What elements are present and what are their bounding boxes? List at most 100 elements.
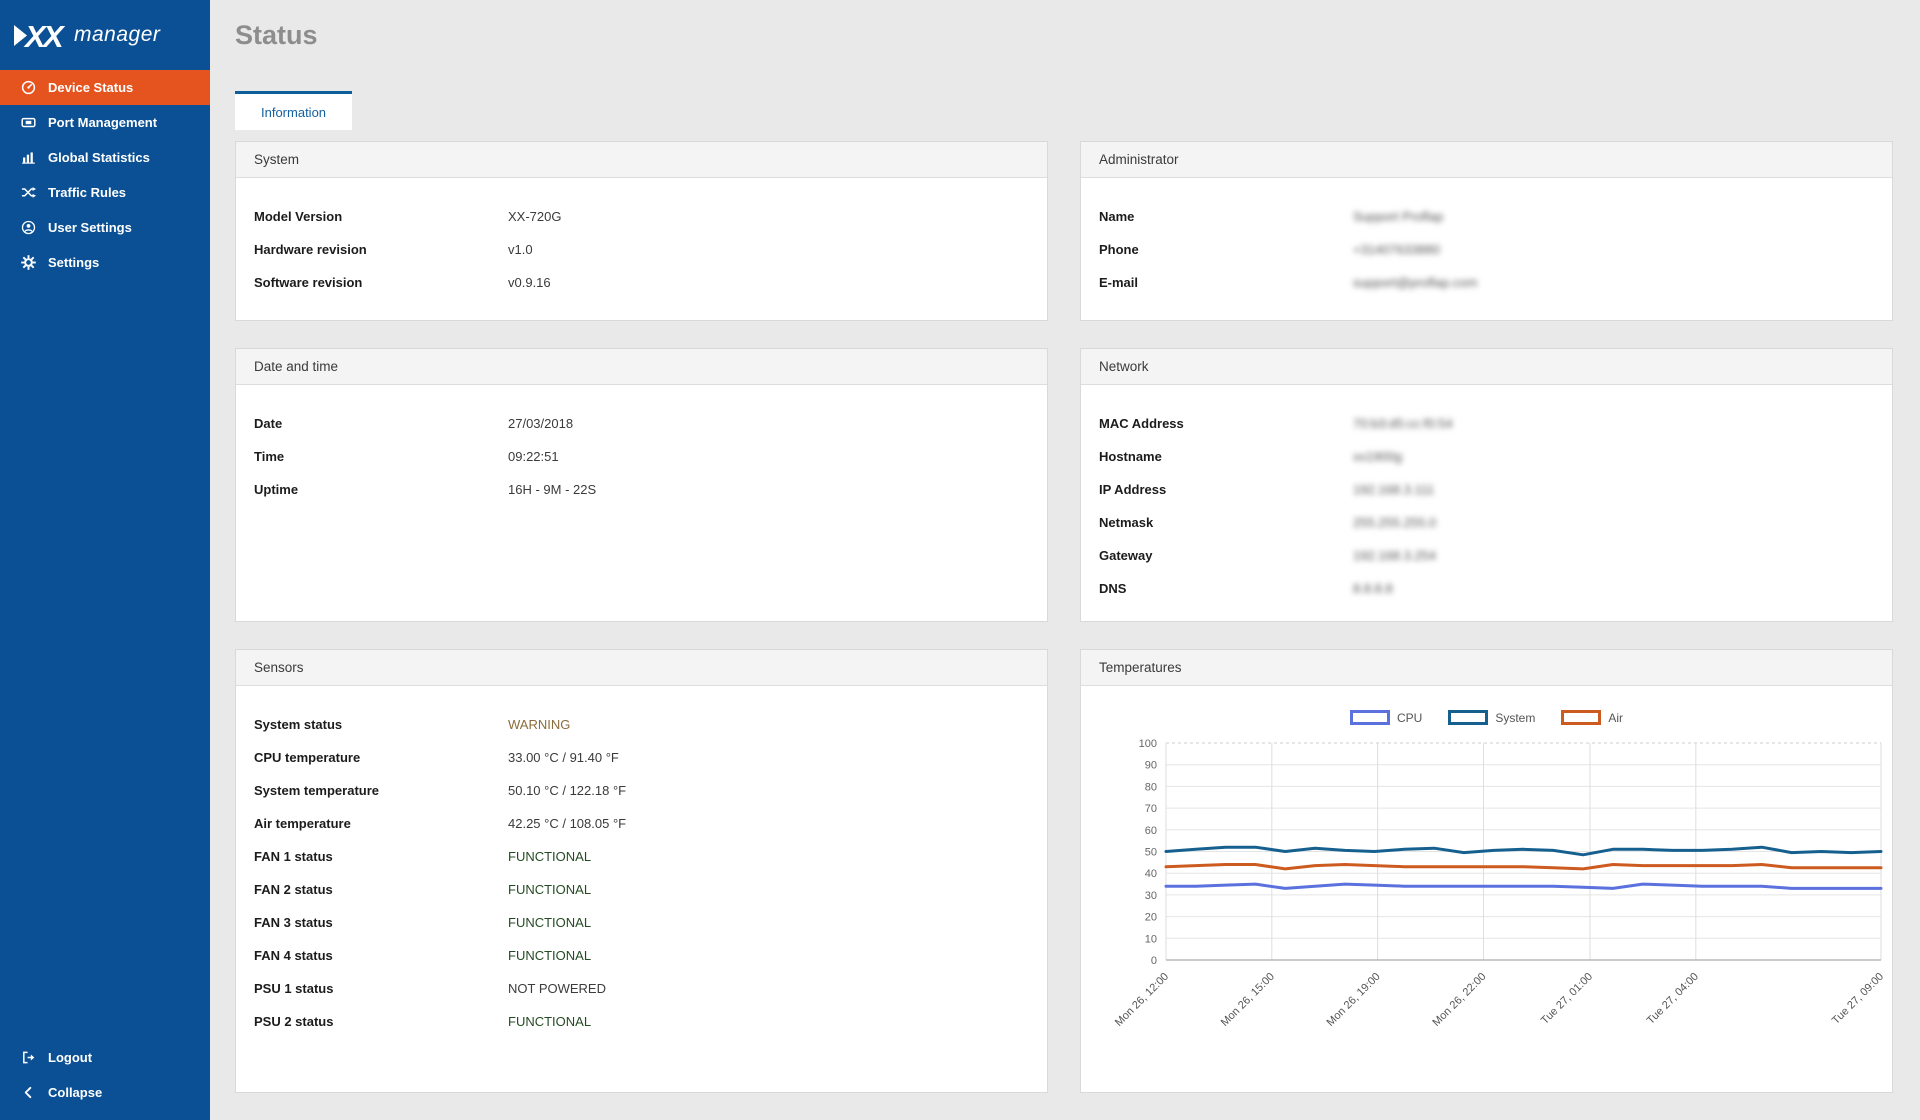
user-icon xyxy=(20,220,36,236)
sidebar-item-traffic-rules[interactable]: Traffic Rules xyxy=(0,175,210,210)
panel-system: System Model Version XX-720G Hardware revis… xyxy=(235,141,1048,321)
info-row: Netmask 255.255.255.0 xyxy=(1081,506,1892,539)
sidebar-footer-logout[interactable]: Logout xyxy=(0,1040,210,1075)
panel-title: Date and time xyxy=(236,349,1047,385)
sidebar-item-label: User Settings xyxy=(48,220,132,235)
info-label: Netmask xyxy=(1099,515,1154,530)
info-value: NOT POWERED xyxy=(508,981,606,996)
chevron-left-icon xyxy=(20,1085,36,1101)
info-row: MAC Address 70:b3:d5:cc:f0:54 xyxy=(1081,407,1892,440)
info-label: DNS xyxy=(1099,581,1127,596)
info-label: Hostname xyxy=(1099,449,1162,464)
temperature-chart-svg: 0 10 20 30 40 50 60 70 80 90 100 Mon 26, 12:00 Mon 2… xyxy=(1113,738,1886,1029)
legend-label: Air xyxy=(1608,710,1624,725)
sidebar-item-global-statistics[interactable]: Global Statistics xyxy=(0,140,210,175)
info-label: Date xyxy=(254,416,283,431)
panel-body: CPU System Air 0 10 20 30 40 50 60 70 80 90 100 Mon 26… xyxy=(1081,710,1892,1035)
sidebar-item-label: Traffic Rules xyxy=(48,185,127,200)
legend-item-cpu[interactable]: CPU xyxy=(1349,710,1422,725)
chart-legend: CPU System Air xyxy=(1081,710,1892,725)
svg-text:10: 10 xyxy=(1145,933,1157,945)
info-row: FAN 3 status FUNCTIONAL xyxy=(236,906,1047,939)
legend-label: System xyxy=(1495,710,1536,725)
panel-date-and-time: Date and time Date 27/03/2018 Time 09:22:51 U… xyxy=(235,348,1048,622)
info-row: PSU 2 status FUNCTIONAL xyxy=(236,1005,1047,1038)
info-row: FAN 4 status FUNCTIONAL xyxy=(236,939,1047,972)
info-value: FUNCTIONAL xyxy=(508,882,592,897)
info-value: 33.00 °C / 91.40 °F xyxy=(508,750,619,765)
sidebar-footer-collapse[interactable]: Collapse xyxy=(0,1075,210,1110)
legend-swatch-cpu xyxy=(1349,710,1390,725)
sidebar-item-label: Logout xyxy=(48,1050,93,1065)
svg-text:60: 60 xyxy=(1145,825,1157,837)
brand-mark: X xyxy=(41,19,66,52)
sidebar-item-label: Settings xyxy=(48,255,100,270)
shuffle-icon xyxy=(20,185,36,201)
svg-text:Mon 26, 22:00: Mon 26, 22:00 xyxy=(1430,971,1488,1029)
info-value: 192.168.3.254 xyxy=(1353,548,1437,563)
main-content: Status Information System Model Version XX… xyxy=(210,0,1920,1120)
svg-text:40: 40 xyxy=(1145,868,1157,880)
tab-bar: Information xyxy=(235,91,1893,130)
sidebar-item-label: Global Statistics xyxy=(48,150,150,165)
sidebar-item-user-settings[interactable]: User Settings xyxy=(0,210,210,245)
info-value: WARNING xyxy=(508,717,571,732)
info-label: PSU 2 status xyxy=(254,1014,334,1029)
panel-title: Temperatures xyxy=(1081,650,1892,686)
brand-mark: X xyxy=(23,19,48,52)
info-label: System temperature xyxy=(254,783,379,798)
panel-body: MAC Address 70:b3:d5:cc:f0:54 Hostname xx19… xyxy=(1081,385,1892,605)
svg-text:Mon 26, 19:00: Mon 26, 19:00 xyxy=(1325,971,1383,1029)
info-row: Model Version XX-720G xyxy=(236,200,1047,233)
panel-title: Sensors xyxy=(236,650,1047,686)
temperature-chart: CPU System Air 0 10 20 30 40 50 60 70 80 90 100 Mon 26… xyxy=(1081,710,1892,1035)
info-row: System status WARNING xyxy=(236,708,1047,741)
panel-body: Model Version XX-720G Hardware revision v1.… xyxy=(236,178,1047,299)
info-value: 09:22:51 xyxy=(508,449,559,464)
info-label: Name xyxy=(1099,209,1135,224)
legend-item-system[interactable]: System xyxy=(1448,710,1535,725)
info-row: FAN 1 status FUNCTIONAL xyxy=(236,840,1047,873)
sidebar-item-settings[interactable]: Settings xyxy=(0,245,210,280)
panel-title: Network xyxy=(1081,349,1892,385)
info-label: Hardware revision xyxy=(254,242,367,257)
info-row: IP Address 192.168.3.111 xyxy=(1081,473,1892,506)
sidebar-item-label: Collapse xyxy=(48,1085,103,1100)
info-row: E-mail support@proflap.com xyxy=(1081,266,1892,299)
info-row: System temperature 50.10 °C / 122.18 °F xyxy=(236,774,1047,807)
tab-information[interactable]: Information xyxy=(235,91,353,130)
info-row: Hardware revision v1.0 xyxy=(236,233,1047,266)
info-label: Model Version xyxy=(254,209,343,224)
info-label: MAC Address xyxy=(1099,416,1184,431)
info-row: Gateway 192.168.3.254 xyxy=(1081,539,1892,572)
info-value: support@proflap.com xyxy=(1353,275,1478,290)
svg-text:80: 80 xyxy=(1145,781,1157,793)
info-row: Hostname xx1900g xyxy=(1081,440,1892,473)
svg-text:Mon 26, 15:00: Mon 26, 15:00 xyxy=(1219,971,1277,1029)
info-value: 255.255.255.0 xyxy=(1353,515,1437,530)
info-value: 16H - 9M - 22S xyxy=(508,482,597,497)
info-label: Air temperature xyxy=(254,816,351,831)
sidebar: X X manager Device Status Port Management… xyxy=(0,0,210,1120)
panel-network: Network MAC Address 70:b3:d5:cc:f0:54 Hostn… xyxy=(1080,348,1893,622)
info-value: 192.168.3.111 xyxy=(1353,482,1435,497)
info-row: Name Support Proflap xyxy=(1081,200,1892,233)
sidebar-menu: Device Status Port Management Global Stati… xyxy=(0,70,210,280)
right-column: Administrator Name Support Proflap Phone +31… xyxy=(1080,141,1893,1093)
info-row: Date 27/03/2018 xyxy=(236,407,1047,440)
sidebar-item-label: Device Status xyxy=(48,80,134,95)
info-label: E-mail xyxy=(1099,275,1139,290)
sidebar-item-port-management[interactable]: Port Management xyxy=(0,105,210,140)
info-value: FUNCTIONAL xyxy=(508,849,592,864)
info-value: 50.10 °C / 122.18 °F xyxy=(508,783,627,798)
sidebar-item-device-status[interactable]: Device Status xyxy=(0,70,210,105)
logout-icon xyxy=(20,1050,36,1066)
panel-body: Name Support Proflap Phone +31407633880 E-ma… xyxy=(1081,178,1892,299)
info-label: CPU temperature xyxy=(254,750,361,765)
info-value: +31407633880 xyxy=(1353,242,1441,257)
brand-logo-icon: X X xyxy=(14,19,66,52)
legend-item-air[interactable]: Air xyxy=(1561,710,1623,725)
svg-text:50: 50 xyxy=(1145,847,1157,859)
info-label: Phone xyxy=(1099,242,1139,257)
left-column: System Model Version XX-720G Hardware revis… xyxy=(235,141,1048,1093)
